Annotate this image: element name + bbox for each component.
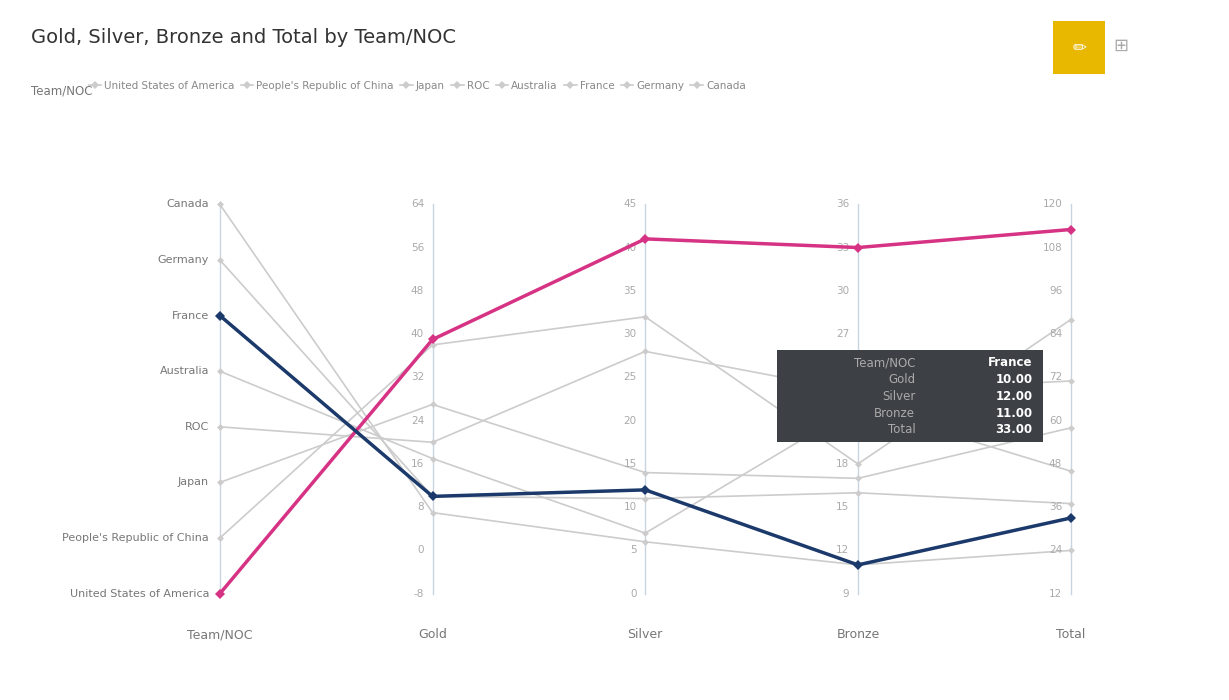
Text: Japan: Japan <box>178 477 209 487</box>
Text: Australia: Australia <box>160 366 209 376</box>
Circle shape <box>1053 21 1105 74</box>
Text: Canada: Canada <box>167 199 209 209</box>
Text: 96: 96 <box>1048 286 1062 296</box>
Text: 15: 15 <box>836 502 849 512</box>
Text: 72: 72 <box>1048 372 1062 382</box>
Text: 12: 12 <box>1048 589 1062 598</box>
Text: 9: 9 <box>843 589 849 598</box>
Text: 30: 30 <box>623 329 637 339</box>
Text: 15: 15 <box>623 459 637 469</box>
Text: 18: 18 <box>836 459 849 469</box>
Text: 40: 40 <box>410 329 424 339</box>
Text: Bronze: Bronze <box>874 407 916 419</box>
Text: 48: 48 <box>1048 459 1062 469</box>
Text: 32: 32 <box>410 372 424 382</box>
Text: Gold, Silver, Bronze and Total by Team/NOC: Gold, Silver, Bronze and Total by Team/N… <box>31 28 456 47</box>
Text: 12.00: 12.00 <box>995 390 1032 402</box>
Text: Germany: Germany <box>157 255 209 265</box>
Text: 21: 21 <box>836 416 849 426</box>
Text: 5: 5 <box>630 545 637 556</box>
Text: ROC: ROC <box>184 422 209 432</box>
Text: ⊞: ⊞ <box>1113 36 1128 55</box>
Text: 56: 56 <box>410 242 424 253</box>
Text: 27: 27 <box>836 329 849 339</box>
Text: 40: 40 <box>623 242 637 253</box>
Text: Team/NOC: Team/NOC <box>187 628 252 641</box>
Text: 10: 10 <box>623 502 637 512</box>
Text: United States of America: United States of America <box>70 589 209 598</box>
Text: 12: 12 <box>836 545 849 556</box>
Text: Team/NOC: Team/NOC <box>854 356 916 369</box>
Text: 36: 36 <box>836 199 849 209</box>
Text: 120: 120 <box>1042 199 1062 209</box>
Text: 20: 20 <box>623 416 637 426</box>
Text: 11.00: 11.00 <box>995 407 1032 419</box>
Text: ✏: ✏ <box>1072 38 1086 56</box>
Text: -8: -8 <box>414 589 424 598</box>
Text: 24: 24 <box>1048 545 1062 556</box>
Text: France: France <box>172 311 209 321</box>
Text: 0: 0 <box>418 545 424 556</box>
Legend: United States of America, People's Republic of China, Japan, ROC, Australia, Fra: United States of America, People's Repub… <box>88 81 746 91</box>
Text: Team/NOC: Team/NOC <box>31 84 92 97</box>
Text: 10.00: 10.00 <box>995 373 1032 386</box>
Text: Silver: Silver <box>882 390 916 402</box>
Text: 60: 60 <box>1050 416 1062 426</box>
Text: 45: 45 <box>623 199 637 209</box>
Text: Bronze: Bronze <box>836 628 880 641</box>
Text: 108: 108 <box>1042 242 1062 253</box>
Text: 48: 48 <box>410 286 424 296</box>
Text: 33: 33 <box>836 242 849 253</box>
Text: Total: Total <box>1056 628 1085 641</box>
Text: Gold: Gold <box>418 628 447 641</box>
Text: 84: 84 <box>1048 329 1062 339</box>
Text: Silver: Silver <box>628 628 662 641</box>
Text: 24: 24 <box>836 372 849 382</box>
Text: 36: 36 <box>1048 502 1062 512</box>
Text: 25: 25 <box>623 372 637 382</box>
FancyBboxPatch shape <box>777 350 1043 442</box>
Text: 24: 24 <box>410 416 424 426</box>
Text: Gold: Gold <box>889 373 916 386</box>
Text: 30: 30 <box>836 286 849 296</box>
Text: 8: 8 <box>418 502 424 512</box>
Text: 16: 16 <box>410 459 424 469</box>
Text: 33.00: 33.00 <box>995 424 1032 436</box>
Text: Total: Total <box>887 424 916 436</box>
Text: 64: 64 <box>410 199 424 209</box>
Text: France: France <box>988 356 1032 369</box>
Text: 0: 0 <box>630 589 637 598</box>
Text: People's Republic of China: People's Republic of China <box>63 533 209 543</box>
Text: 35: 35 <box>623 286 637 296</box>
